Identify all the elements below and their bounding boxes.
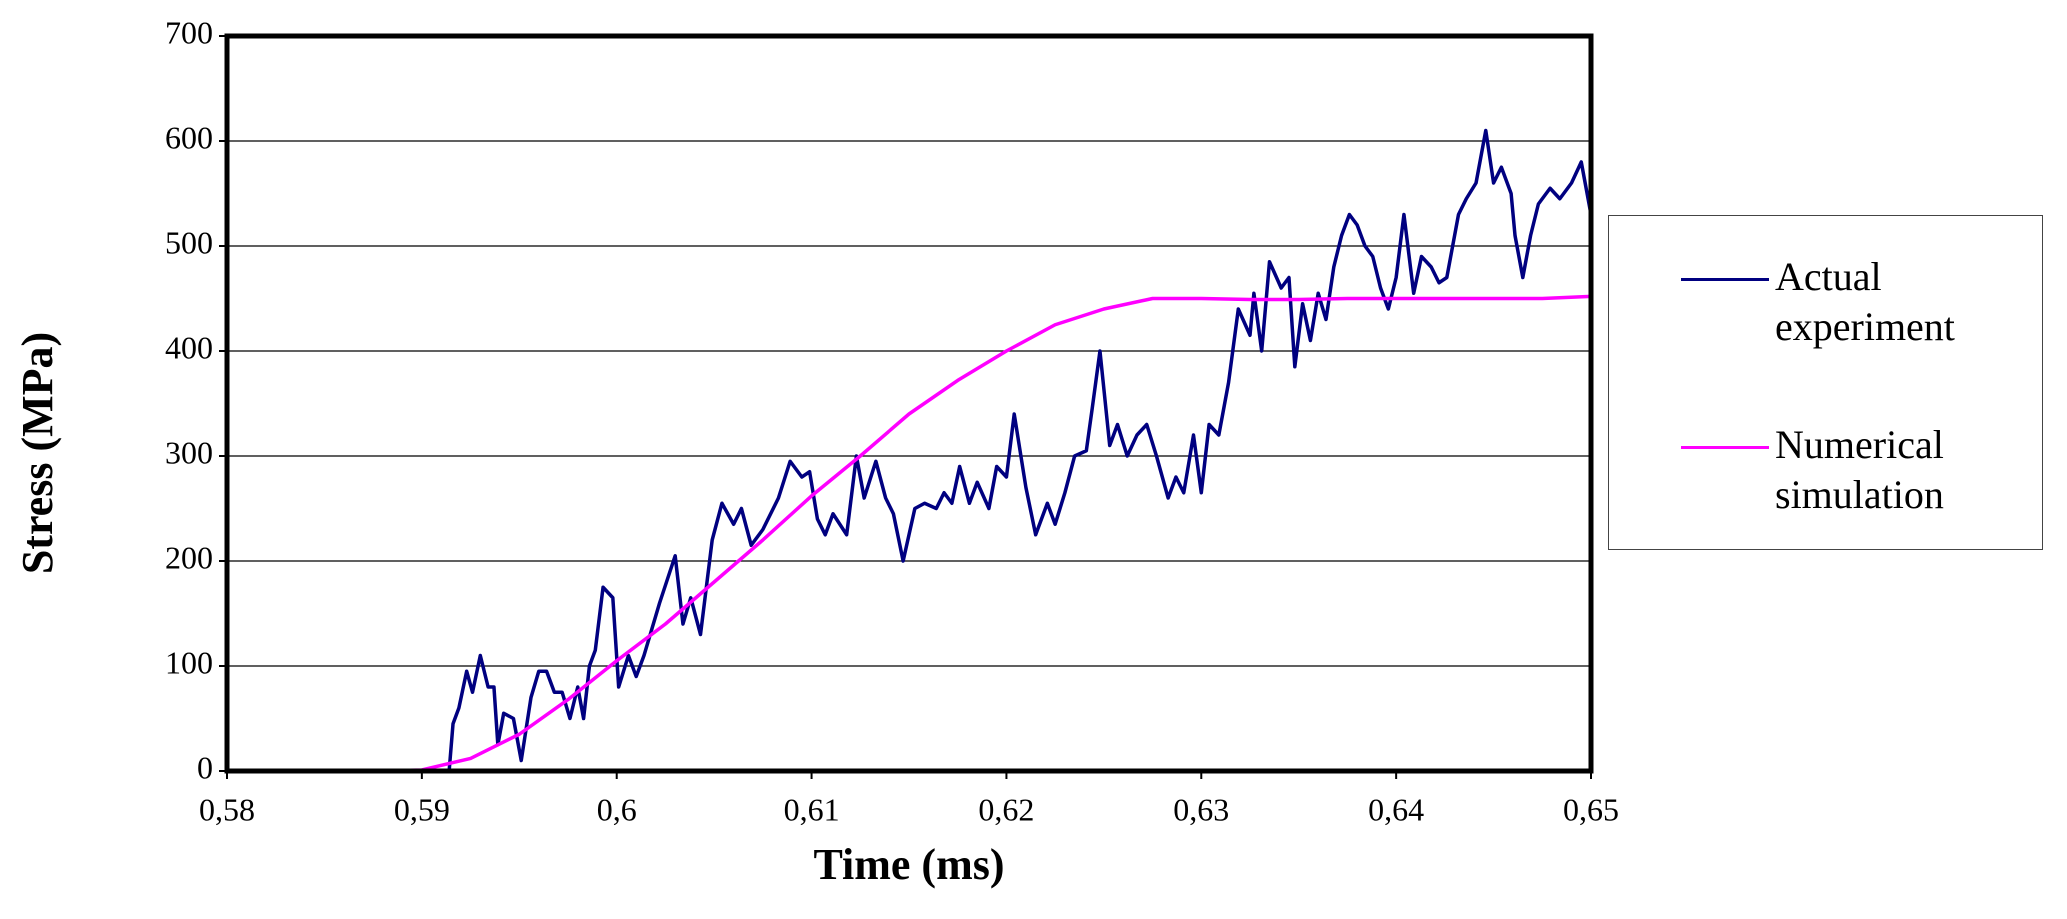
x-tick-label: 0,58 bbox=[199, 791, 255, 827]
y-tick-label: 100 bbox=[165, 644, 213, 680]
y-tick-label: 500 bbox=[165, 224, 213, 260]
data-line bbox=[227, 128, 1593, 773]
legend-item: Actual experiment bbox=[1681, 252, 2005, 352]
y-tick-label: 300 bbox=[165, 434, 213, 470]
y-tick-label: 200 bbox=[165, 539, 213, 575]
x-tick-label: 0,6 bbox=[597, 791, 637, 827]
plot-frame bbox=[224, 33, 1594, 774]
legend-label: Numerical simulation bbox=[1775, 422, 1944, 517]
y-tick-label: 700 bbox=[165, 14, 213, 50]
x-tick-label: 0,65 bbox=[1563, 791, 1619, 827]
x-tick-label: 0,63 bbox=[1173, 791, 1229, 827]
ticks: 0 100 200 300 400 500 600 700 0,58 0,59 0,6 0,61 0,6… bbox=[165, 14, 1619, 827]
y-tick-label: 400 bbox=[165, 329, 213, 365]
data-line bbox=[227, 294, 1592, 773]
x-tick-label: 0,59 bbox=[394, 791, 450, 827]
x-tick-label: 0,61 bbox=[784, 791, 840, 827]
x-tick-label: 0,62 bbox=[978, 791, 1034, 827]
y-axis-title: Stress (MPa) bbox=[13, 332, 62, 574]
legend-label: Actual experiment bbox=[1775, 254, 1955, 349]
legend: Actual experiment Numerical simulation bbox=[1608, 215, 2043, 550]
x-axis-title: Time (ms) bbox=[813, 840, 1004, 889]
y-tick-label: 0 bbox=[197, 749, 213, 785]
x-tick-label: 0,64 bbox=[1368, 791, 1424, 827]
plot-area bbox=[227, 128, 1593, 773]
legend-swatch bbox=[1681, 446, 1769, 449]
y-tick-label: 600 bbox=[165, 119, 213, 155]
legend-swatch bbox=[1681, 278, 1769, 281]
grid bbox=[227, 35, 1591, 772]
legend-item: Numerical simulation bbox=[1681, 420, 2005, 520]
